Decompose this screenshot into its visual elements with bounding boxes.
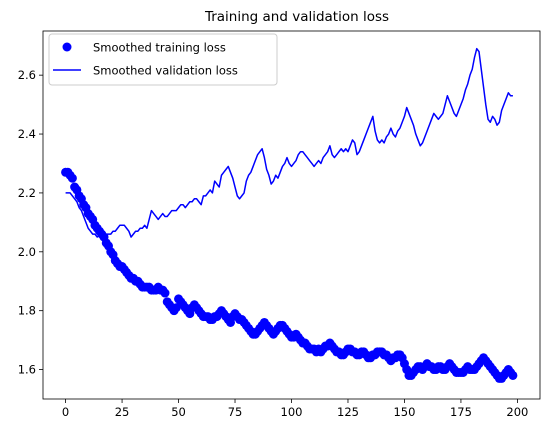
series-smoothed-training-loss (61, 167, 518, 383)
training-loss-point (67, 173, 77, 183)
training-loss-point (508, 370, 518, 380)
x-tick-label: 150 (393, 405, 415, 419)
y-tick-label: 2.0 (18, 245, 36, 259)
x-tick-label: 125 (337, 405, 359, 419)
y-tick-label: 2.4 (18, 127, 36, 141)
legend: Smoothed training loss Smoothed validati… (48, 33, 278, 86)
x-tick-label: 100 (281, 405, 303, 419)
x-tick-label: 75 (228, 405, 243, 419)
y-tick-label: 1.6 (18, 363, 36, 377)
validation-loss-line (65, 47, 513, 238)
axes-frame (42, 30, 541, 400)
x-tick-label: 175 (450, 405, 472, 419)
legend-box (48, 33, 278, 86)
y-tick-label: 1.8 (18, 304, 36, 318)
legend-validation-label: Smoothed validation loss (93, 64, 238, 78)
x-axis: 0 25 50 75 100 125 150 175 200 (62, 399, 528, 419)
series-smoothed-validation-loss (65, 47, 513, 238)
chart-title: Training and validation loss (204, 9, 389, 25)
plot-area (42, 30, 541, 400)
y-axis: 1.6 1.8 2.0 2.2 2.4 2.6 (18, 68, 43, 377)
y-tick-label: 2.6 (18, 68, 36, 82)
x-tick-label: 0 (62, 405, 69, 419)
legend-training-label: Smoothed training loss (93, 41, 226, 55)
legend-training-marker (62, 42, 72, 52)
x-tick-label: 50 (171, 405, 186, 419)
y-tick-label: 2.2 (18, 186, 36, 200)
x-tick-label: 25 (115, 405, 130, 419)
x-tick-label: 200 (506, 405, 528, 419)
training-loss-point (160, 288, 170, 298)
